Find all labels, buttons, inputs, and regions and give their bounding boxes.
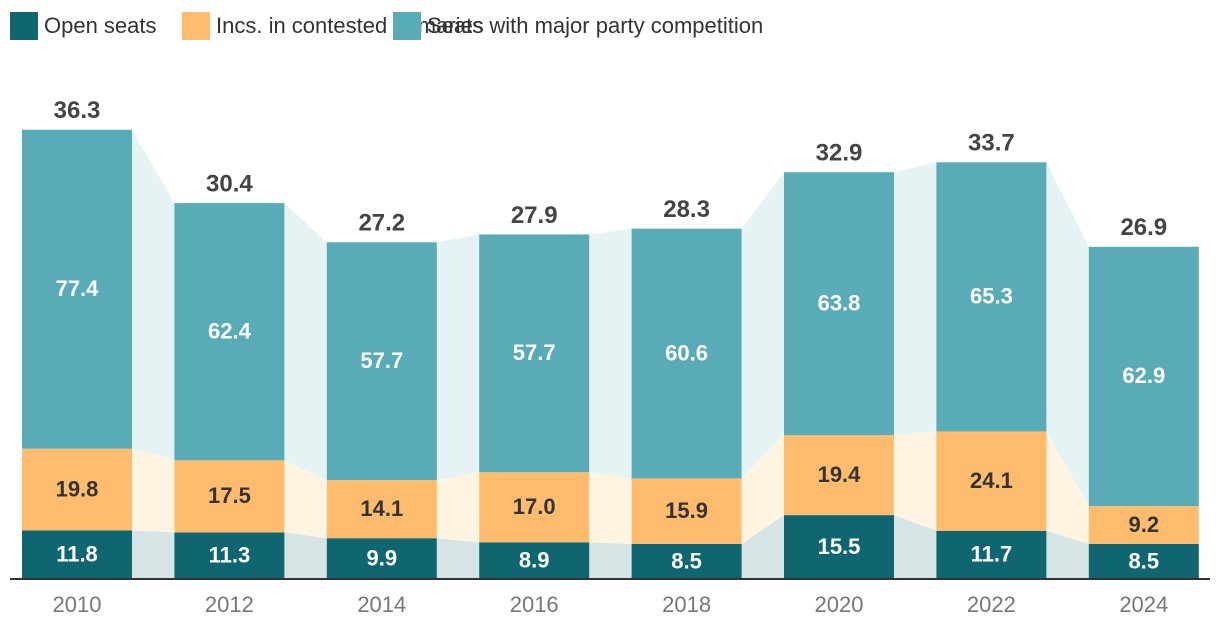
connector <box>284 460 327 539</box>
bar <box>174 532 285 579</box>
data-label: 62.4 <box>208 319 252 344</box>
bar <box>936 431 1047 531</box>
data-label: 19.8 <box>56 476 99 501</box>
bar <box>326 242 437 481</box>
x-tick-label: 2016 <box>510 592 559 617</box>
data-label: 19.4 <box>818 462 862 487</box>
connector <box>589 472 632 544</box>
connector <box>894 431 937 531</box>
connector <box>436 472 480 543</box>
bar <box>936 162 1047 432</box>
data-label: 57.7 <box>360 348 403 373</box>
x-tick-label: 2014 <box>357 592 406 617</box>
bar <box>22 129 132 449</box>
data-label: 8.5 <box>1129 548 1160 573</box>
bar <box>784 515 894 579</box>
data-label: 65.3 <box>970 284 1013 309</box>
connector <box>741 515 784 579</box>
bar <box>479 542 590 579</box>
x-tick-label: 2024 <box>1119 592 1168 617</box>
x-tick-label: 2020 <box>815 592 864 617</box>
connector <box>589 542 632 579</box>
bar <box>631 543 742 579</box>
data-label: 63.8 <box>818 290 861 315</box>
bar <box>1088 246 1199 507</box>
data-label: 57.7 <box>513 340 556 365</box>
bar <box>936 530 1047 579</box>
total-label: 30.4 <box>206 170 253 197</box>
data-label: 17.5 <box>208 483 251 508</box>
x-tick-label: 2010 <box>53 592 102 617</box>
legend-label: Incs. in contested primaries <box>216 13 484 38</box>
bar <box>22 530 132 579</box>
total-label: 27.2 <box>358 210 405 237</box>
connector <box>1046 162 1089 507</box>
bar <box>631 228 742 479</box>
legend-swatch <box>393 12 421 40</box>
bar <box>22 448 132 531</box>
bar <box>174 203 285 461</box>
bar <box>631 478 742 544</box>
legend-swatch <box>10 12 38 40</box>
bar <box>326 538 437 579</box>
data-label: 11.7 <box>971 542 1013 567</box>
total-label: 27.9 <box>511 202 558 229</box>
data-label: 9.9 <box>367 545 398 570</box>
total-label: 36.3 <box>54 97 101 124</box>
connector <box>132 530 175 579</box>
connector <box>894 515 937 579</box>
data-label: 15.9 <box>665 498 708 523</box>
total-label: 33.7 <box>968 130 1015 157</box>
x-tick-label: 2022 <box>967 592 1016 617</box>
connector <box>436 538 480 579</box>
bar <box>479 234 590 473</box>
bar <box>174 460 285 533</box>
data-label: 9.2 <box>1129 512 1160 537</box>
total-label: 26.9 <box>1120 214 1167 241</box>
bar <box>326 480 437 539</box>
data-label: 17.0 <box>513 494 556 519</box>
x-tick-label: 2012 <box>205 592 254 617</box>
bar <box>784 435 894 516</box>
data-label: 24.1 <box>970 468 1013 493</box>
legend-swatch <box>182 12 210 40</box>
connector <box>1046 431 1089 544</box>
connector <box>132 129 175 461</box>
data-label: 8.5 <box>671 548 702 573</box>
connector <box>741 172 784 479</box>
data-label: 11.8 <box>56 541 98 566</box>
total-label: 32.9 <box>816 140 863 167</box>
data-label: 77.4 <box>56 276 100 301</box>
connector <box>741 435 784 544</box>
connector <box>284 532 327 579</box>
data-label: 60.6 <box>665 340 708 365</box>
connector <box>132 448 175 533</box>
bar <box>1088 543 1199 579</box>
x-tick-label: 2018 <box>662 592 711 617</box>
connector <box>894 162 937 436</box>
data-label: 15.5 <box>818 534 861 559</box>
connector <box>589 228 632 479</box>
data-label: 14.1 <box>360 496 403 521</box>
data-label: 62.9 <box>1122 363 1165 388</box>
connector <box>284 203 327 481</box>
connector <box>436 234 480 481</box>
bar <box>479 472 590 543</box>
legend-label: Open seats <box>44 13 157 38</box>
total-label: 28.3 <box>663 196 710 223</box>
data-label: 8.9 <box>519 547 550 572</box>
legend-label: Seats with major party competition <box>427 13 763 38</box>
bar <box>1088 506 1199 544</box>
bar <box>784 172 894 436</box>
connector <box>1046 530 1089 579</box>
data-label: 11.3 <box>209 543 251 568</box>
